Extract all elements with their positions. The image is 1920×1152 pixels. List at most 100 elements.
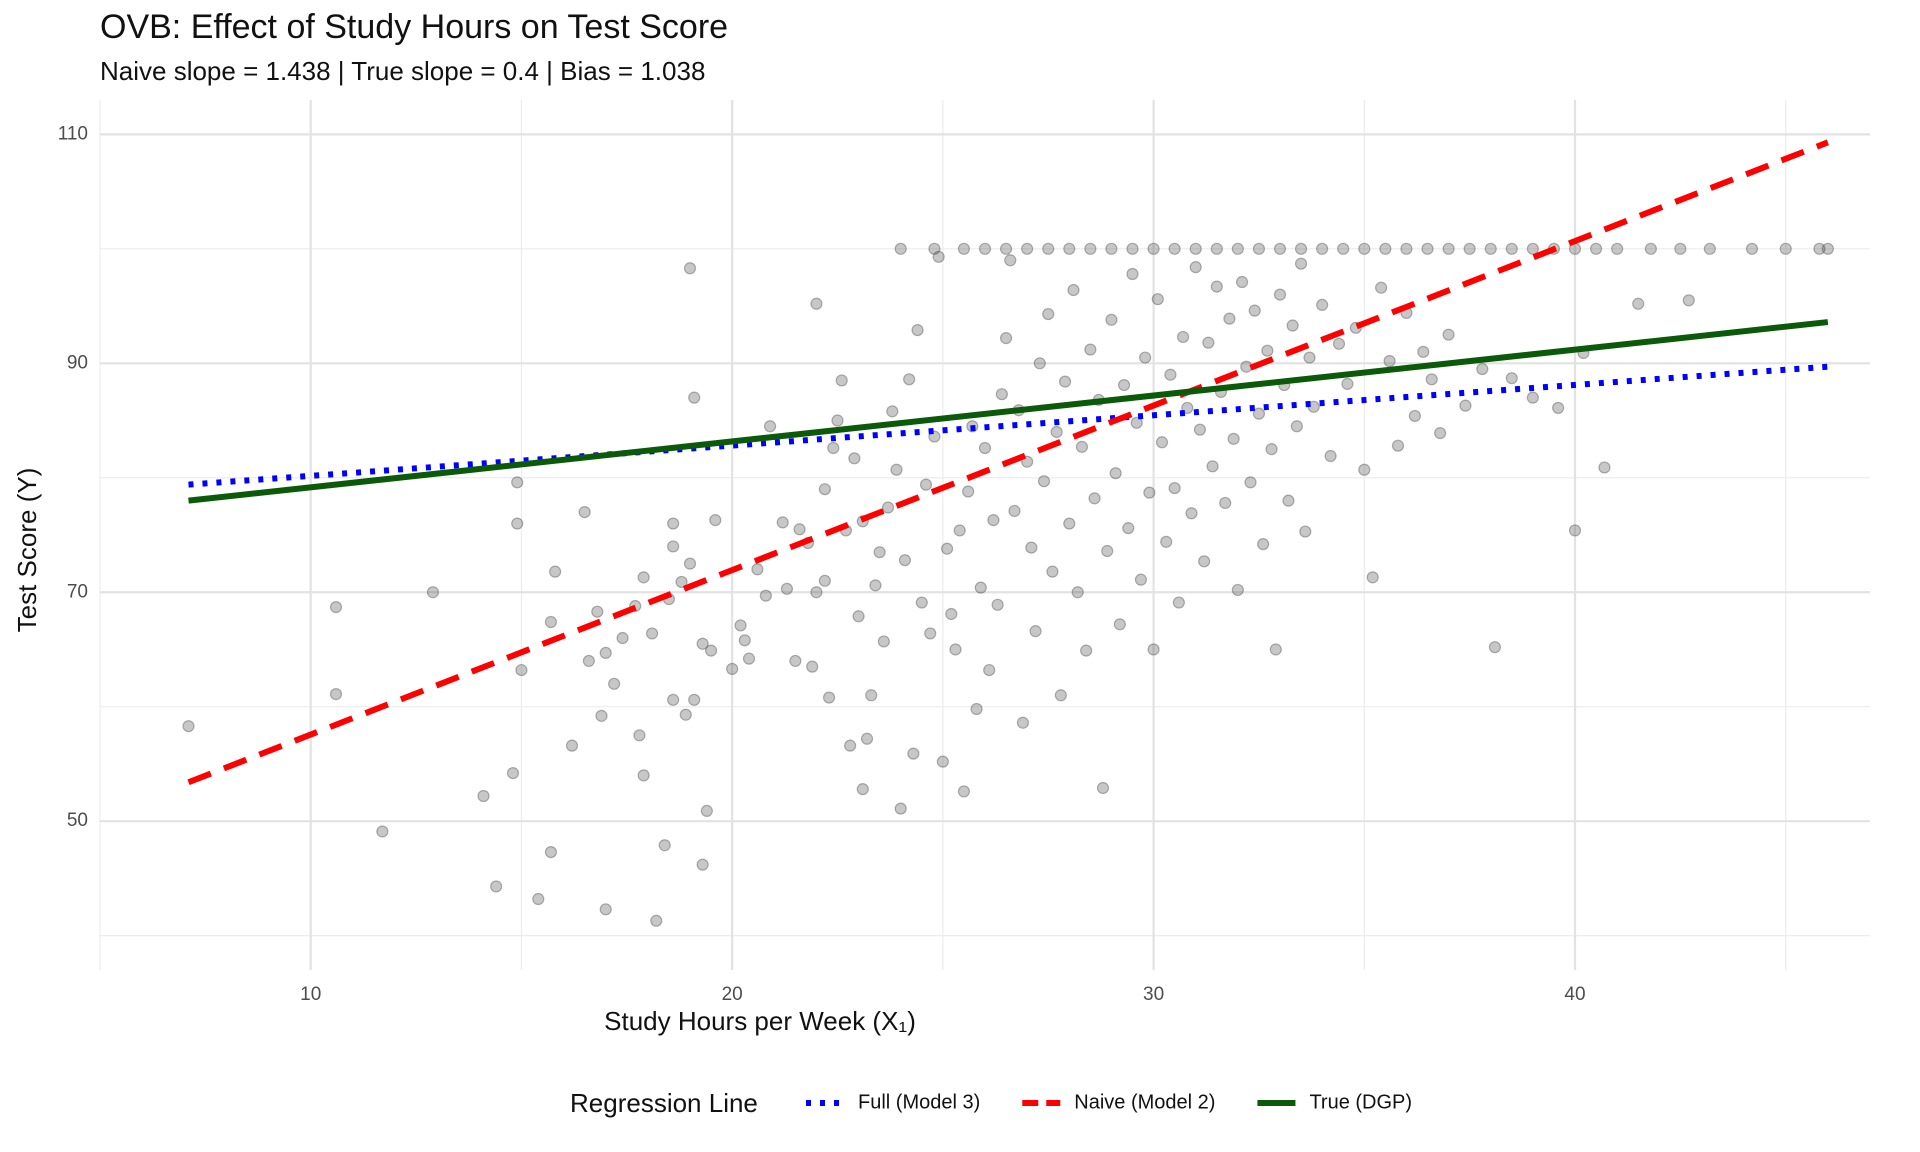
data-point (599, 646, 612, 660)
data-point (970, 702, 983, 716)
data-point (696, 637, 709, 650)
data-point (1421, 242, 1434, 255)
data-point (1682, 294, 1695, 307)
data-point (1096, 781, 1110, 795)
data-point (679, 708, 692, 721)
data-point (726, 662, 739, 676)
data-point (1257, 538, 1270, 551)
data-point (1358, 463, 1371, 476)
data-point (848, 452, 861, 465)
data-point (1033, 357, 1046, 370)
data-point (696, 858, 709, 871)
data-point (1088, 492, 1101, 505)
data-point (1231, 242, 1244, 255)
data-point (936, 755, 949, 768)
data-point (810, 297, 823, 310)
legend-label: Full (Model 3) (858, 1091, 980, 1113)
data-point (1037, 475, 1051, 488)
data-point (978, 441, 992, 455)
legend-title: Regression Line (570, 1088, 758, 1118)
data-point (991, 598, 1004, 611)
data-point (1632, 297, 1645, 310)
data-point (1303, 351, 1316, 364)
data-point (894, 802, 907, 815)
data-point (1219, 496, 1232, 510)
data-point (608, 677, 621, 690)
data-point (1084, 343, 1097, 356)
data-point (1231, 583, 1244, 597)
data-point (182, 720, 195, 733)
regression-line (187, 139, 1829, 786)
regression-lines (187, 139, 1829, 786)
y-tick-label: 50 (67, 810, 88, 831)
data-point (831, 414, 844, 427)
data-point (688, 693, 701, 706)
data-point (877, 635, 890, 648)
data-point (1189, 261, 1202, 274)
data-point (1488, 641, 1502, 654)
data-point (1779, 242, 1792, 255)
data-point (1185, 507, 1198, 520)
data-point (1223, 312, 1236, 325)
data-point (1273, 242, 1287, 255)
data-point (1054, 689, 1067, 702)
data-point (810, 586, 823, 599)
data-point (1206, 460, 1219, 473)
data-point (1598, 461, 1611, 474)
data-point (1265, 443, 1278, 456)
data-point (1358, 242, 1371, 255)
data-point (1193, 423, 1207, 436)
data-point (1366, 571, 1379, 584)
data-point (1126, 267, 1139, 281)
data-point (650, 914, 663, 927)
data-point (974, 581, 987, 594)
y-tick-label: 110 (58, 123, 88, 144)
data-point (506, 767, 520, 780)
y-tick-label: 90 (67, 352, 88, 373)
x-tick-label: 40 (1564, 984, 1585, 1005)
data-point (376, 825, 389, 838)
data-point (667, 517, 680, 530)
data-point (1299, 525, 1312, 538)
data-point (1050, 425, 1063, 439)
data-point (1337, 242, 1350, 255)
data-point (1235, 275, 1249, 289)
x-axis-ticks: 10 20 30 40 (300, 984, 1585, 1005)
data-point (1332, 337, 1346, 350)
data-point (1071, 586, 1084, 599)
data-point (1341, 377, 1354, 390)
data-point (515, 663, 528, 677)
data-point (949, 643, 962, 656)
data-point (780, 582, 794, 595)
data-point (1139, 351, 1152, 364)
data-point (1611, 242, 1624, 255)
data-point (1155, 436, 1169, 449)
data-point (1674, 242, 1687, 255)
y-tick-label: 70 (67, 581, 88, 602)
chart-subtitle: Naive slope = 1.438 | True slope = 0.4 |… (100, 56, 706, 86)
data-point (1644, 242, 1657, 255)
data-point (578, 506, 591, 519)
data-point (945, 607, 958, 621)
data-point (1821, 242, 1834, 255)
data-point (511, 517, 524, 530)
data-point (667, 693, 680, 706)
data-points (182, 242, 1834, 927)
data-point (1589, 242, 1603, 255)
legend: Full (Model 3) Naive (Model 2) True (DGP) (806, 1091, 1412, 1113)
data-point (1147, 643, 1160, 656)
data-point (1046, 565, 1059, 578)
data-point (1417, 345, 1430, 358)
data-point (1294, 257, 1308, 270)
data-point (549, 565, 562, 578)
data-point (865, 689, 878, 702)
data-point (999, 332, 1013, 345)
data-point (1063, 242, 1076, 255)
data-point (1273, 288, 1287, 301)
data-point (1282, 494, 1295, 507)
data-point (953, 524, 966, 537)
data-point (911, 323, 924, 337)
data-point (1813, 242, 1826, 255)
data-point (1042, 307, 1055, 321)
data-point (1505, 242, 1518, 255)
